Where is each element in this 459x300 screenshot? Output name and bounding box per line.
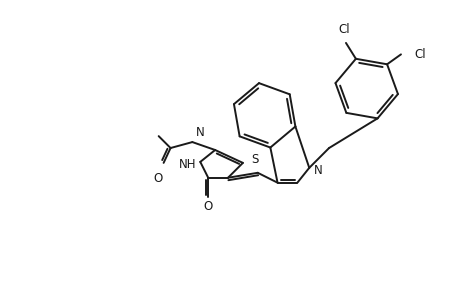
Text: O: O bbox=[203, 200, 213, 213]
Text: Cl: Cl bbox=[414, 48, 425, 61]
Text: S: S bbox=[250, 153, 257, 167]
Text: NH: NH bbox=[179, 158, 196, 171]
Text: N: N bbox=[313, 164, 322, 177]
Text: Cl: Cl bbox=[337, 23, 349, 36]
Text: O: O bbox=[153, 172, 162, 185]
Text: N: N bbox=[196, 126, 205, 139]
